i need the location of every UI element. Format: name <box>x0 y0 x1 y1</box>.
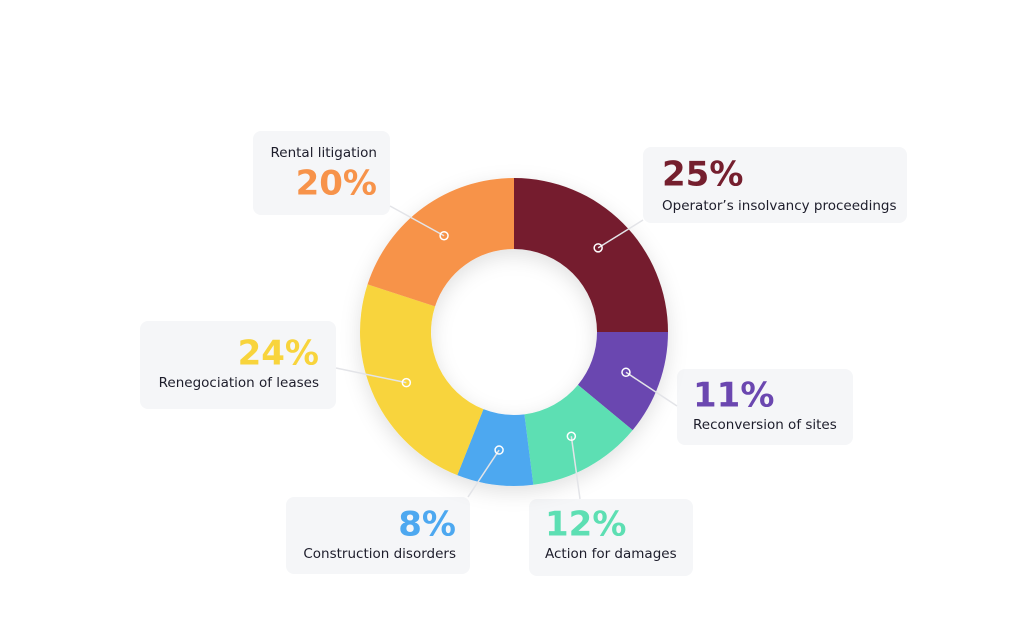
leader-line <box>389 205 445 237</box>
leader-dot <box>439 230 449 241</box>
leader-dot <box>621 367 631 378</box>
label-box <box>677 369 853 445</box>
donut-slice <box>577 332 668 431</box>
donut-slice <box>367 178 514 307</box>
value-label: 11% <box>693 376 774 416</box>
label-box <box>529 499 693 576</box>
category-label: Renegociation of leases <box>159 375 319 391</box>
leader-dot <box>566 431 577 442</box>
leader-dot <box>593 243 603 253</box>
leader-dot <box>401 377 412 388</box>
value-label: 24% <box>238 334 319 374</box>
donut-slice <box>360 284 484 476</box>
leader-line <box>335 367 407 384</box>
category-label: Rental litigation <box>271 145 378 161</box>
label-box <box>253 131 390 215</box>
donut-slice <box>514 178 668 332</box>
category-label: Construction disorders <box>303 546 456 562</box>
leader-line <box>597 219 644 249</box>
leader-line <box>467 449 500 498</box>
value-label: 12% <box>545 505 626 545</box>
category-label: Operator’s insolvancy proceedings <box>662 198 897 214</box>
value-label: 20% <box>296 164 377 204</box>
category-label: Reconversion of sites <box>693 417 837 433</box>
label-box <box>286 497 470 574</box>
leader-line <box>570 436 581 500</box>
label-box <box>140 321 336 409</box>
category-label: Action for damages <box>545 546 677 562</box>
value-label: 8% <box>398 505 456 545</box>
leader-dot <box>494 445 504 455</box>
donut-slice <box>524 384 633 485</box>
value-label: 25% <box>662 155 743 195</box>
label-box <box>643 147 907 223</box>
leader-line <box>625 371 678 407</box>
